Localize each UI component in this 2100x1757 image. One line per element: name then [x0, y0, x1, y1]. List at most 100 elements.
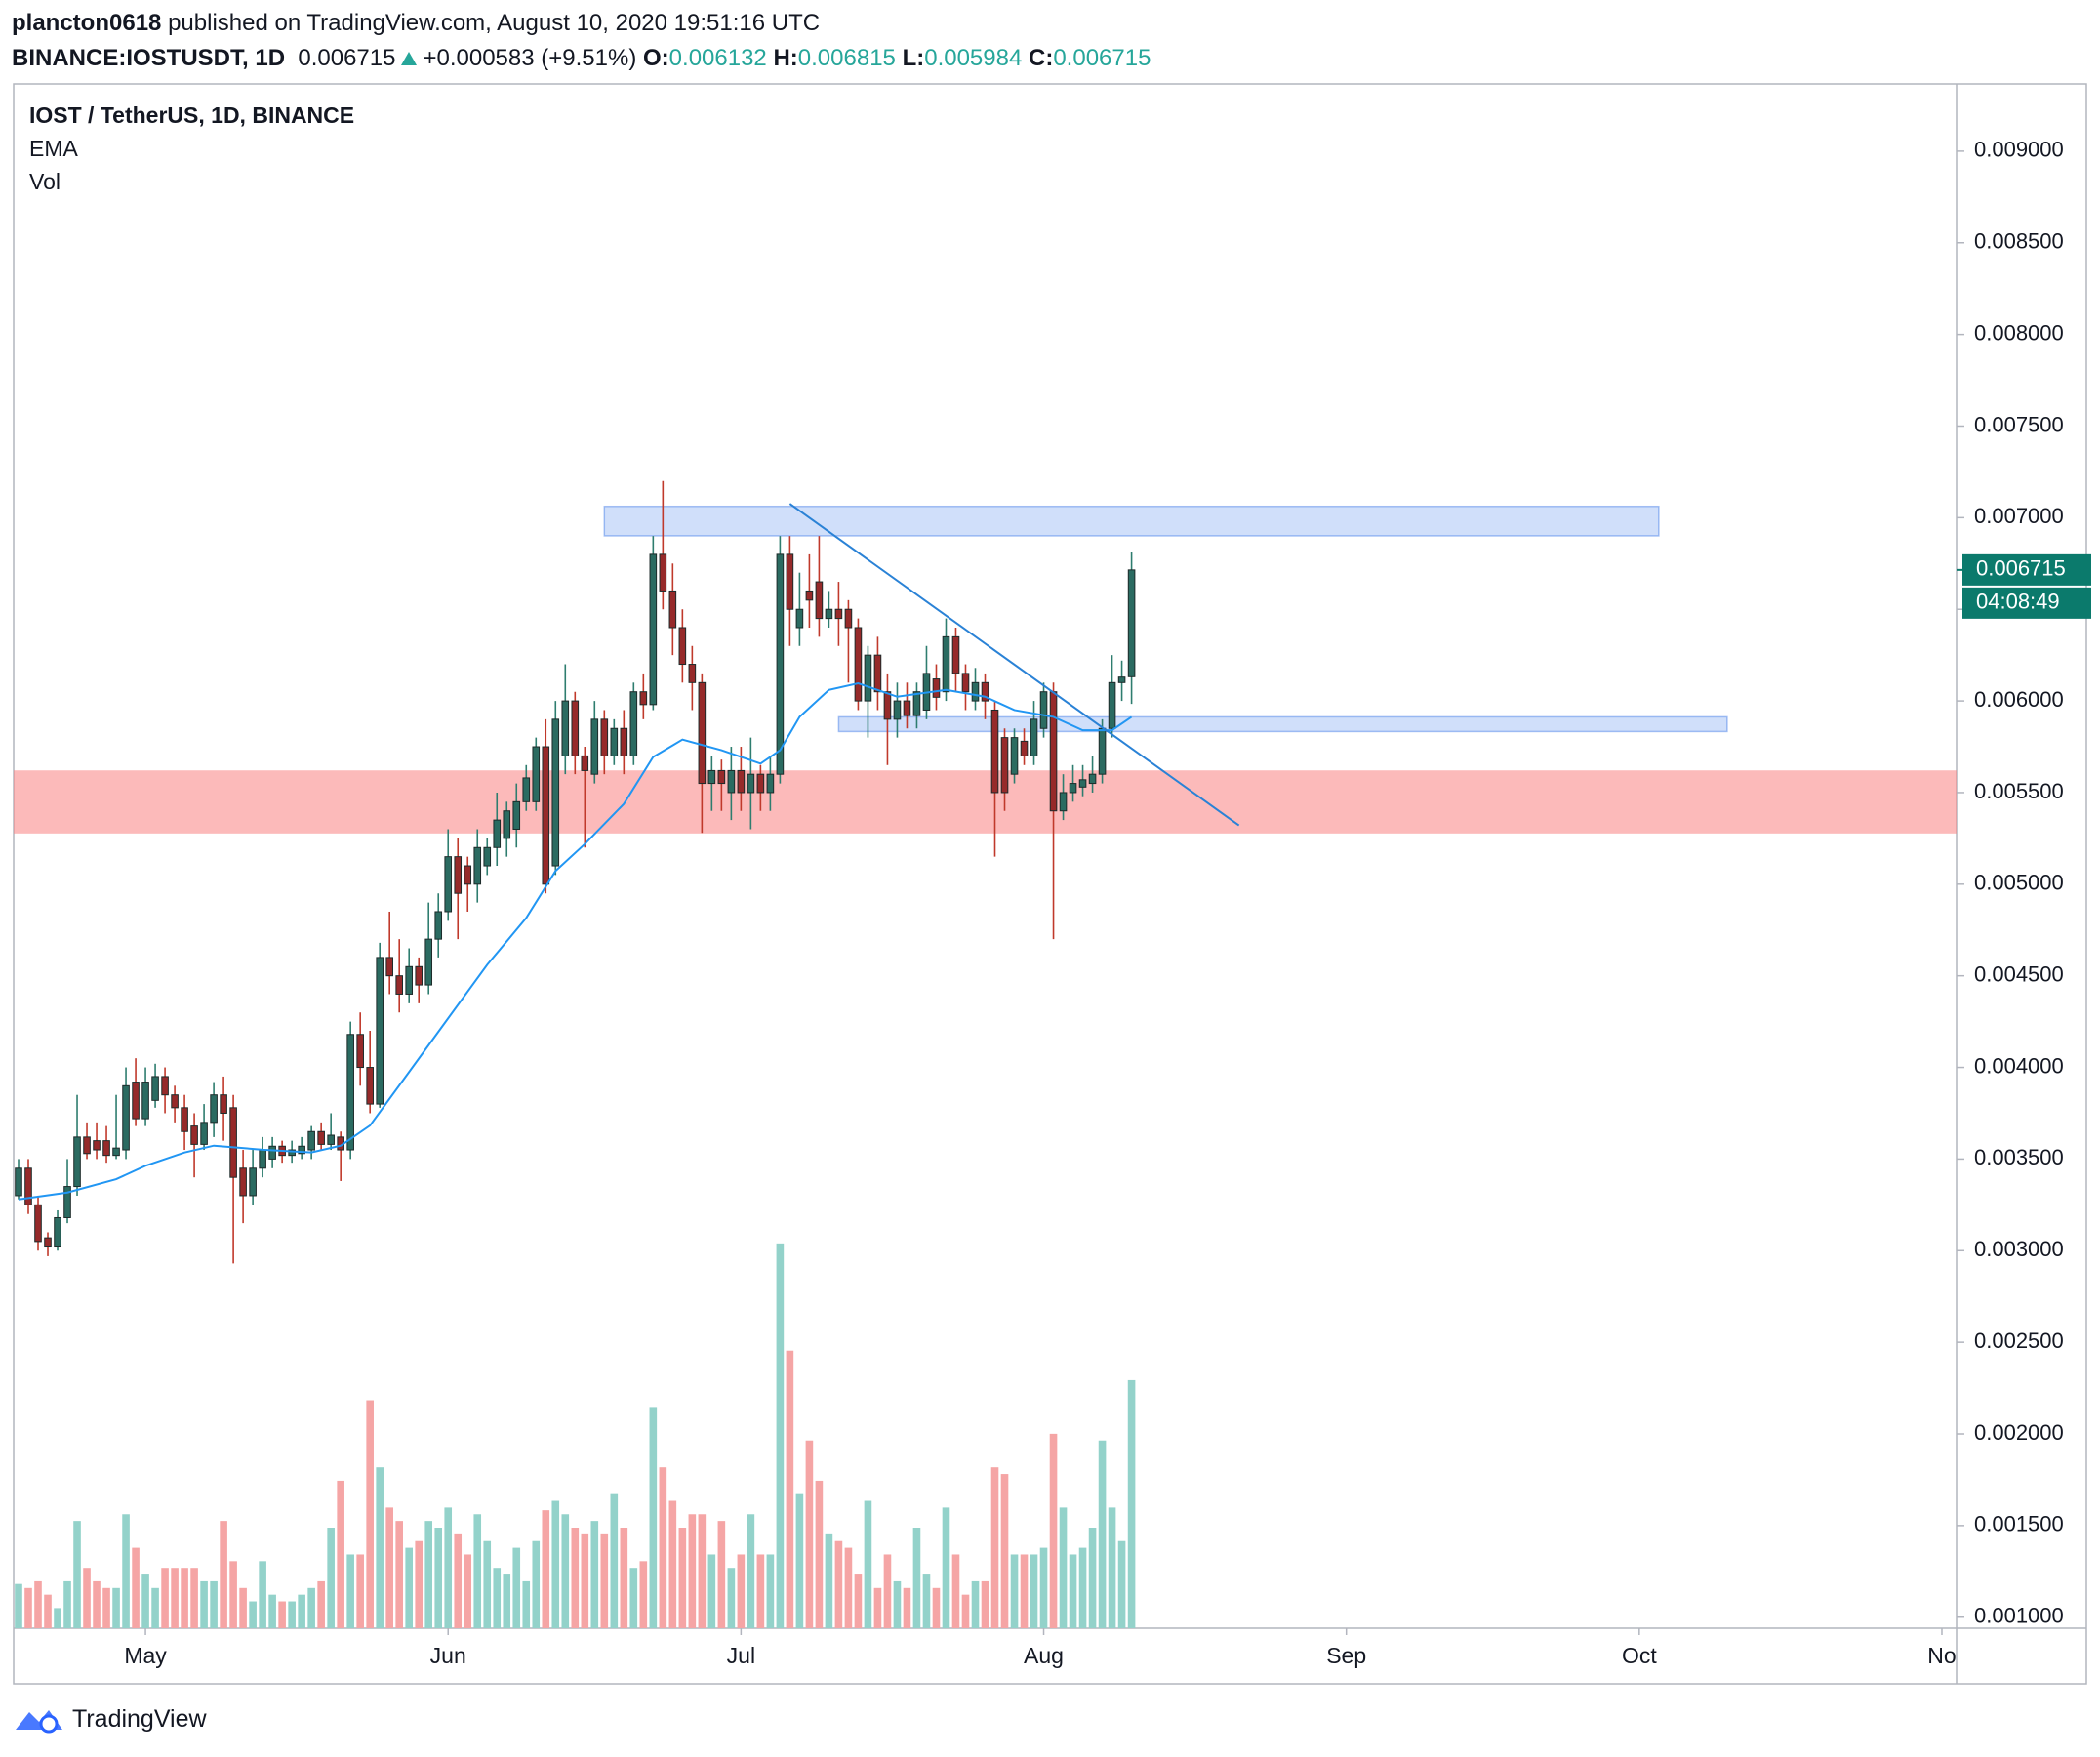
volume-bar: [951, 1554, 960, 1628]
candle-body: [844, 608, 853, 629]
volume-bar: [405, 1547, 414, 1628]
candle-body: [141, 1082, 149, 1120]
candle-body: [532, 746, 541, 802]
candle-body: [239, 1167, 247, 1197]
volume-bar: [961, 1594, 970, 1628]
volume-bar: [668, 1500, 677, 1628]
candle-body: [727, 769, 736, 794]
volume-bar: [727, 1568, 736, 1628]
volume-bar: [776, 1243, 785, 1628]
ohlc-label: C:: [1029, 45, 1054, 71]
volume-bar: [444, 1507, 453, 1628]
volume-bar: [1069, 1554, 1077, 1628]
volume-bar: [132, 1547, 140, 1628]
symbol: BINANCE:IOSTUSDT, 1D: [12, 45, 286, 71]
candle-body: [766, 773, 775, 794]
volume-bar: [249, 1601, 257, 1628]
volume-bar: [834, 1540, 843, 1628]
ohlc-value: 0.006715: [1053, 45, 1151, 71]
footer: TradingView: [14, 1704, 207, 1734]
candle-body: [542, 746, 550, 885]
candle-body: [503, 810, 511, 839]
volume-bar: [571, 1528, 580, 1628]
zone: [837, 715, 1728, 733]
volume-bar: [815, 1480, 824, 1628]
volume-bar: [493, 1568, 502, 1628]
candle-body: [493, 819, 502, 848]
volume-bar: [1039, 1547, 1048, 1628]
candle-body: [571, 700, 580, 756]
volume-bar: [581, 1533, 589, 1628]
candle-body: [639, 691, 648, 706]
volume-bar: [454, 1533, 463, 1628]
x-tick-label: Jun: [430, 1643, 466, 1668]
volume-bar: [649, 1407, 658, 1628]
volume-bar: [464, 1554, 472, 1628]
candle-body: [756, 773, 765, 794]
volume-bar: [356, 1554, 364, 1628]
volume-bar: [659, 1467, 667, 1628]
volume-bar: [15, 1583, 22, 1628]
last-price-box: [1962, 553, 2091, 586]
publish-line: plancton0618 published on TradingView.co…: [12, 6, 1151, 41]
volume-bar: [346, 1554, 354, 1628]
candle-body: [951, 635, 960, 674]
y-tick-label: 0.008000: [1974, 320, 2064, 345]
volume-bar: [337, 1480, 344, 1628]
header: plancton0618 published on TradingView.co…: [12, 6, 1151, 76]
brand-logo: [16, 1710, 62, 1734]
volume-bar: [1000, 1474, 1009, 1628]
y-tick-label: 0.006000: [1974, 687, 2064, 712]
volume-bar: [83, 1568, 91, 1628]
volume-bar: [376, 1467, 384, 1628]
volume-bar: [912, 1528, 921, 1628]
ohlc-value: 0.006132: [668, 45, 767, 71]
candle-body: [181, 1107, 188, 1132]
volume-bar: [298, 1594, 305, 1628]
candle-body: [990, 709, 999, 794]
volume-bar: [63, 1580, 71, 1628]
volume-bar: [1088, 1528, 1097, 1628]
candle-body: [307, 1130, 315, 1151]
change: +0.000583 (+9.51%): [423, 45, 637, 71]
candle-body: [688, 664, 697, 683]
candle-body: [678, 627, 687, 666]
x-tick-label: Aug: [1024, 1643, 1064, 1668]
volume-bar: [990, 1467, 999, 1628]
volume-bar: [932, 1587, 941, 1628]
candle-body: [44, 1237, 52, 1248]
candle-body: [473, 846, 482, 885]
candle-body: [551, 718, 560, 867]
published: published on TradingView.com, August 10,…: [168, 10, 821, 36]
candle-body: [366, 1067, 374, 1105]
quote-line: BINANCE:IOSTUSDT, 1D 0.006715 +0.000583 (…: [12, 41, 1151, 76]
volume-bar: [766, 1554, 775, 1628]
volume-bar: [395, 1521, 404, 1628]
volume-bar: [34, 1580, 42, 1628]
volume-bar: [893, 1580, 902, 1628]
volume-bar: [1098, 1440, 1107, 1628]
candle-body: [1020, 740, 1029, 756]
support-band: [14, 770, 1957, 834]
candle-body: [1127, 569, 1136, 677]
volume-bar: [424, 1521, 433, 1628]
y-tick-label: 0.004500: [1974, 961, 2064, 986]
candle-body: [1078, 779, 1087, 788]
candle-body: [298, 1145, 305, 1155]
candle-body: [698, 681, 707, 785]
volume-bar: [1010, 1554, 1019, 1628]
candle-body: [747, 773, 755, 794]
x-tick-label: Jul: [727, 1643, 755, 1668]
volume-bar: [864, 1500, 872, 1628]
trendline: [788, 503, 1240, 827]
volume-bar: [44, 1594, 52, 1628]
volume-bar: [278, 1601, 286, 1628]
candle-body: [190, 1125, 198, 1145]
volume-bar: [756, 1554, 765, 1628]
ohlc-value: 0.006815: [797, 45, 896, 71]
volume-bar: [161, 1568, 169, 1628]
candle-body: [63, 1186, 71, 1218]
volume-bar: [366, 1400, 374, 1628]
candle-body: [424, 938, 433, 986]
